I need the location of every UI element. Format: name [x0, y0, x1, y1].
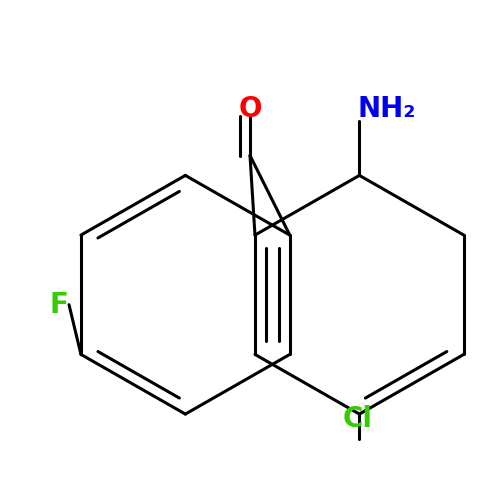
Text: F: F [50, 290, 68, 318]
Text: Cl: Cl [342, 405, 372, 433]
Text: O: O [238, 95, 262, 123]
Text: NH₂: NH₂ [358, 95, 416, 123]
